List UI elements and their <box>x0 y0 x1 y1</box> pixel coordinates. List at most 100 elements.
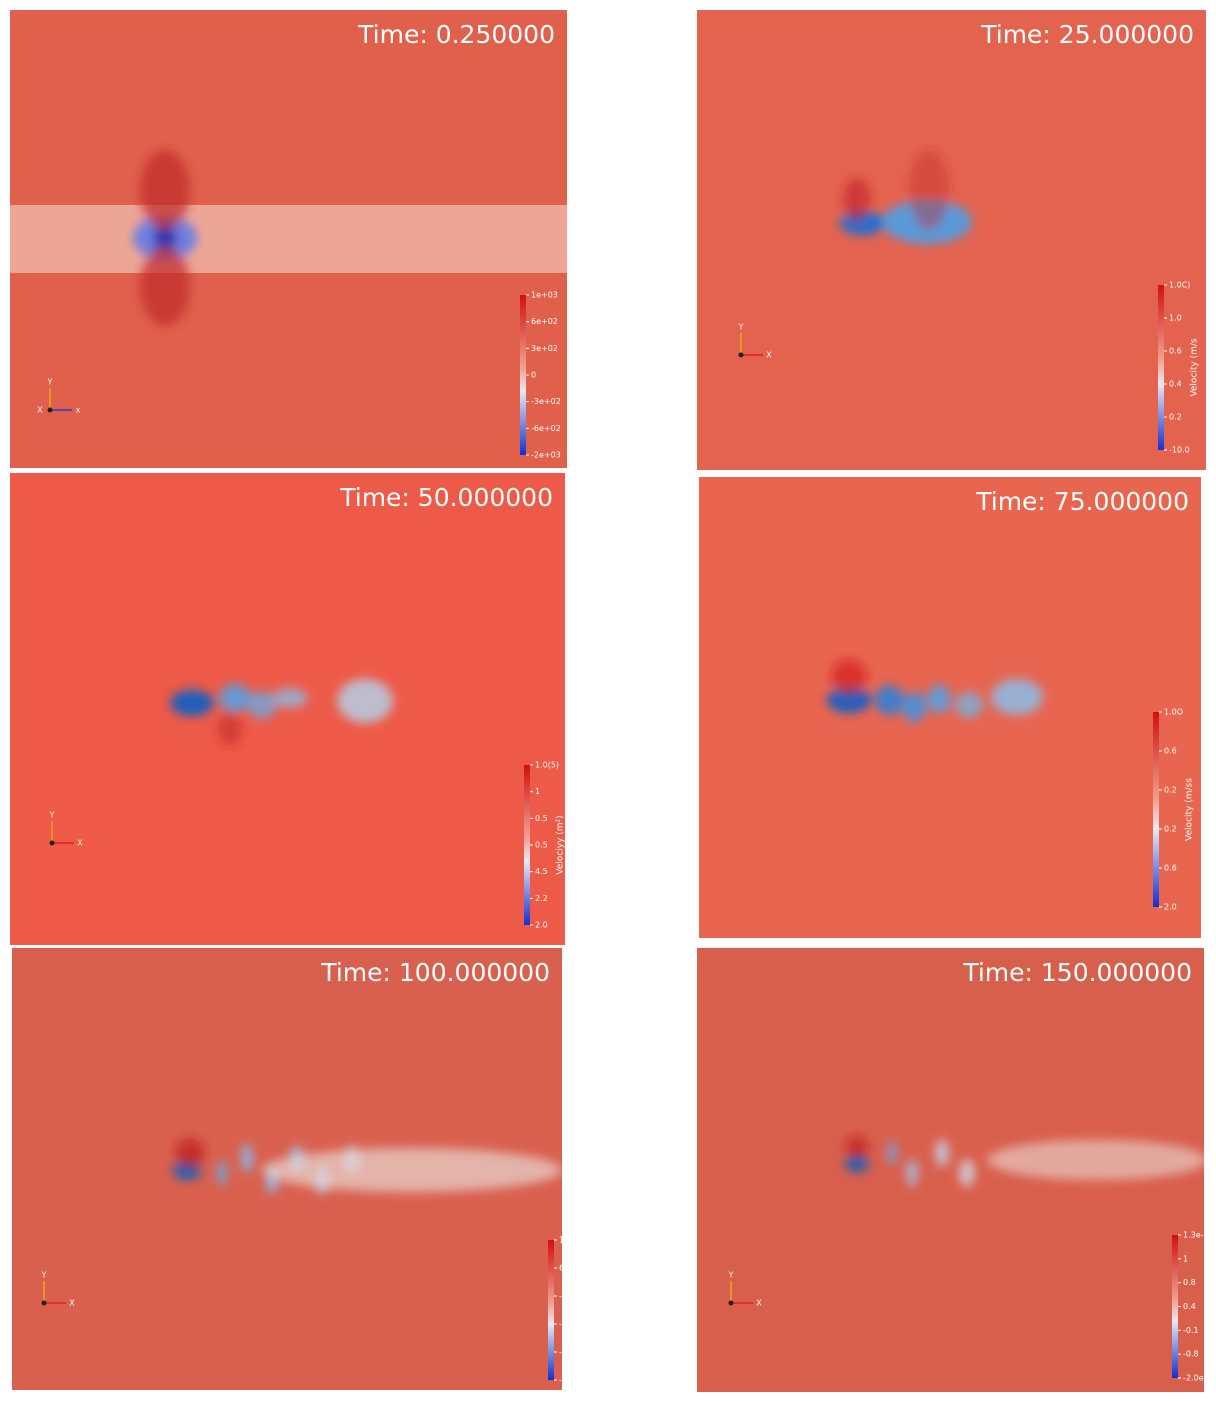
wake <box>170 679 393 746</box>
colorbar <box>1153 712 1159 907</box>
field-view: Time: 50.000000 1.0(5) 1 0.5 0.5 4.5 2.2 2.0 Vel… <box>10 473 565 945</box>
vortex <box>955 692 983 718</box>
colorbar-label: 0.4 <box>1183 1302 1196 1311</box>
axis-origin <box>49 840 55 846</box>
colorbar-label: 0.8 <box>1183 1278 1196 1287</box>
axis-label: X <box>37 406 43 415</box>
vortex <box>218 710 242 746</box>
axis-origin <box>41 1300 47 1306</box>
wake <box>827 659 1043 722</box>
vortex <box>987 1140 1204 1180</box>
colorbar-label: -6e+02 <box>531 424 561 433</box>
colorbar-label: 0.2 <box>1169 413 1182 422</box>
field-view: Time: 25.000000 1.0C) 1.0 0.6 0.4 0.2 -10.0 Vel… <box>697 10 1206 470</box>
wake <box>173 1138 562 1194</box>
colorbar-label: 1e+03 <box>531 291 558 300</box>
colorbar-label: 0.2 <box>1164 786 1177 795</box>
wake-band <box>10 205 567 273</box>
field-view: Time: 150.000000 1.3e-09 1 0.8 0.4 -0.1 -0.8 -2… <box>697 948 1204 1392</box>
time-label: Time: 25.000000 <box>980 20 1194 49</box>
vortex <box>831 659 867 695</box>
colorbar-label: 1.0C) <box>1169 281 1190 290</box>
wake <box>845 1136 1204 1187</box>
colorbar-label: -2.0E <box>559 1376 562 1385</box>
colorbar-label: -0.1 <box>1183 1326 1199 1335</box>
colorbar-label: 0.6 <box>1164 864 1177 873</box>
axis-origin <box>47 407 53 413</box>
colorbar-label: -0.8 <box>1183 1350 1199 1359</box>
vortex <box>175 1138 205 1168</box>
vortex <box>902 692 926 722</box>
time-label: Time: 0.250000 <box>357 20 555 49</box>
colorbar-label: 2.0 <box>1164 903 1177 912</box>
vortex <box>140 150 190 230</box>
vortex <box>827 687 871 713</box>
vortex <box>843 178 871 222</box>
colorbar-label: 1.0 <box>1169 314 1182 323</box>
colorbar-label: 1.0O <box>1164 708 1183 717</box>
colorbar-label: 4.5 <box>535 867 548 876</box>
vortex <box>991 679 1043 715</box>
vortex <box>887 1141 897 1165</box>
vortex <box>272 688 308 708</box>
simulation-panel: Time: 25.000000 1.0C) 1.0 0.6 0.4 0.2 -10.0 Vel… <box>697 10 1206 470</box>
colorbar-label: 6e+02 <box>531 317 558 326</box>
vortex <box>927 685 951 713</box>
colorbar-label: -2.0E <box>559 1320 562 1329</box>
axis-label: Y <box>728 1271 734 1280</box>
colorbar-label: -2.0e-03 <box>1183 1374 1204 1383</box>
colorbar-label: 2.0 <box>535 921 548 930</box>
vortex <box>959 1159 975 1187</box>
wake <box>133 150 197 326</box>
colorbar-label: 0.2 <box>1164 825 1177 834</box>
vortex <box>845 1154 869 1172</box>
vortex <box>170 690 214 716</box>
colorbar <box>1172 1235 1178 1378</box>
colorbar-label: 6.0E <box>559 1264 562 1273</box>
colorbar <box>520 295 526 455</box>
colorbar-title: Velocity (m/ss <box>1185 778 1195 841</box>
colorbar <box>524 765 530 925</box>
time-label: Time: 150.000000 <box>962 958 1192 987</box>
colorbar-label: 2.2 <box>535 894 548 903</box>
field-view: Time: 75.000000 1.0O 0.6 0.2 0.2 0.6 2.0 Veloci… <box>699 477 1201 938</box>
field-background <box>699 477 1201 938</box>
vortex <box>140 246 190 326</box>
colorbar-label: 0.6 <box>1164 747 1177 756</box>
colorbar-label: 3e+02 <box>531 344 558 353</box>
vortex <box>909 150 949 230</box>
axis-origin <box>738 352 744 358</box>
colorbar-title: Velocity (m/s <box>1190 338 1200 396</box>
vortex <box>248 691 276 719</box>
colorbar-label: -10.0 <box>1169 446 1190 455</box>
colorbar-title: Velociyy (m²) <box>556 815 566 874</box>
colorbar-label: -2e+03 <box>531 451 561 460</box>
colorbar-label: 0 <box>531 371 536 380</box>
simulation-panel: Time: 150.000000 1.3e-09 1 0.8 0.4 -0.1 -0.8 -2… <box>697 948 1204 1392</box>
colorbar-label: -3e+02 <box>531 397 561 406</box>
colorbar-label: 0.6 <box>1169 347 1182 356</box>
vortex <box>935 1139 949 1167</box>
vortex <box>241 1144 253 1172</box>
vortex <box>153 226 177 250</box>
axis-label: X <box>69 1299 75 1308</box>
axis-label: X <box>77 839 83 848</box>
colorbar-label: 0.5 <box>535 814 548 823</box>
colorbar-label: 1.0(5) <box>535 761 559 770</box>
axis-label: Y <box>47 378 53 387</box>
colorbar-label: 1 <box>535 787 540 796</box>
simulation-panel: Time: 75.000000 1.0O 0.6 0.2 0.2 0.6 2.0 Veloci… <box>699 477 1201 938</box>
simulation-panel: Time: 0.250000 1e+03 6e+02 3e+02 0 -3e+02 -6e+… <box>10 10 567 468</box>
colorbar <box>1158 285 1164 450</box>
time-label: Time: 75.000000 <box>975 487 1189 516</box>
colorbar-label: 1.3e-09 <box>1183 1231 1204 1240</box>
vortex <box>217 1161 227 1185</box>
simulation-panel: Time: 50.000000 1.0(5) 1 0.5 0.5 4.5 2.2 2.0 Vel… <box>10 473 565 945</box>
axis-label: Y <box>41 1271 47 1280</box>
axis-label: x <box>76 406 81 415</box>
time-label: Time: 50.000000 <box>339 483 553 512</box>
colorbar-label: 0.4 <box>1169 380 1182 389</box>
wake <box>840 150 972 244</box>
field-view: Time: 0.250000 1e+03 6e+02 3e+02 0 -3e+02 -6e+… <box>10 10 567 468</box>
